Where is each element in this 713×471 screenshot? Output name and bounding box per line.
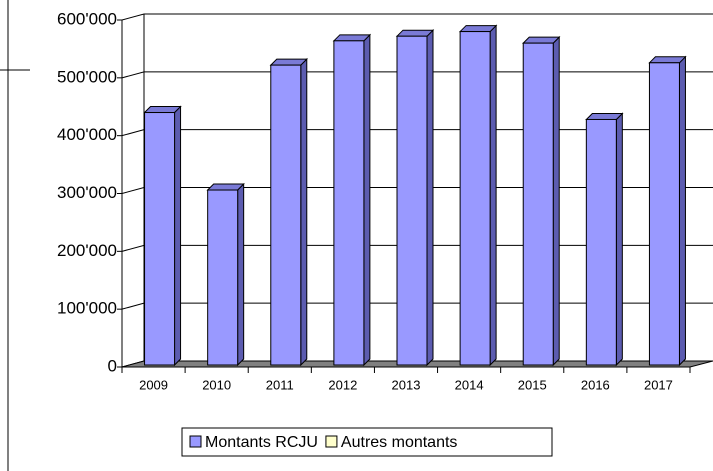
bar-top	[206, 183, 245, 191]
bar-side	[237, 182, 245, 367]
bar	[648, 62, 680, 366]
bar-side	[300, 57, 308, 367]
x-tick-label: 2017	[644, 377, 673, 392]
x-tick-label: 2011	[266, 377, 294, 392]
y-tick-label: 600'000	[57, 9, 117, 28]
y-tick-label: 0	[108, 356, 117, 375]
bar-top	[332, 34, 372, 42]
bar-side	[489, 24, 497, 367]
bar	[585, 118, 617, 366]
bar-side	[363, 33, 371, 367]
bar-side	[426, 28, 434, 367]
bar	[144, 112, 176, 366]
y-tick-label: 500'000	[57, 67, 117, 86]
bar	[270, 64, 302, 366]
y-tick-label: 400'000	[57, 125, 117, 144]
y-tick-label: 100'000	[57, 299, 117, 318]
x-tick-label: 2014	[455, 377, 484, 392]
y-tick-label: 200'000	[57, 241, 117, 260]
y-tick-label: 300'000	[57, 183, 117, 202]
legend-swatch	[189, 435, 202, 448]
bar-top	[269, 58, 308, 66]
bar-side	[678, 55, 686, 367]
x-tick-label: 2015	[518, 377, 547, 392]
x-tick-label: 2012	[328, 377, 357, 392]
bar-side	[552, 35, 560, 367]
legend-label: Autres montants	[341, 434, 458, 451]
bar-top	[648, 56, 687, 64]
x-tick-label: 2013	[392, 377, 421, 392]
legend-box	[181, 427, 553, 457]
bar	[396, 35, 428, 366]
x-tick-label: 2009	[139, 377, 168, 392]
bar-top	[395, 29, 435, 37]
x-tick-label: 2010	[202, 377, 231, 392]
bar	[459, 31, 491, 366]
bar-top	[522, 36, 561, 44]
bar-top	[458, 25, 498, 33]
bar	[333, 40, 365, 366]
bar-top	[143, 106, 182, 114]
x-tick-label: 2016	[581, 377, 610, 392]
bar	[522, 42, 554, 366]
legend-swatch	[325, 435, 338, 448]
grid-line	[121, 13, 713, 21]
bar	[207, 189, 239, 366]
legend-label: Montants RCJU	[205, 434, 318, 451]
bar-side	[174, 105, 182, 367]
bar-top	[585, 112, 624, 120]
bar-side	[615, 112, 623, 367]
